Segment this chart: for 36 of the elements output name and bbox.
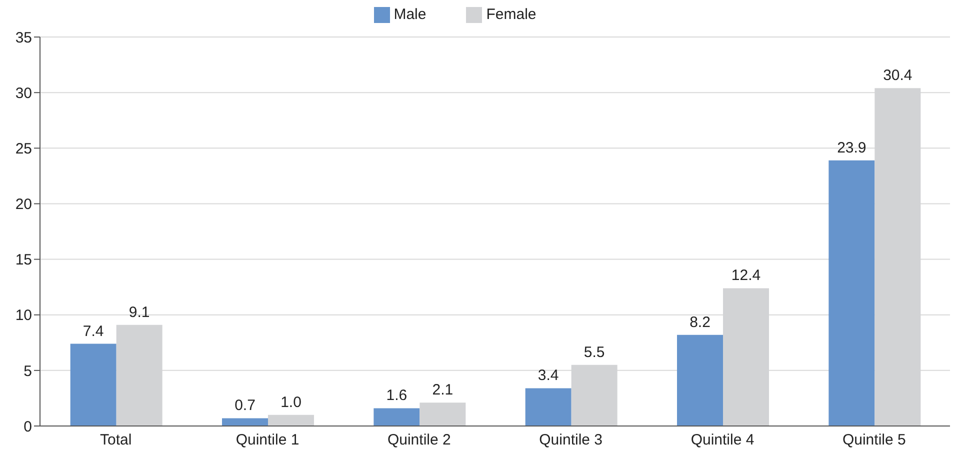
data-label: 9.1 [128, 304, 150, 321]
x-tick-label: Quintile 3 [539, 432, 603, 449]
data-label: 7.4 [82, 322, 104, 340]
data-label: 2.1 [432, 382, 454, 399]
y-tick-label: 30 [15, 84, 32, 102]
y-tick-label: 0 [24, 418, 32, 436]
data-label: 23.9 [837, 139, 866, 156]
data-label: 12.4 [731, 267, 761, 284]
x-tick-label: Quintile 1 [236, 432, 300, 449]
bar [677, 334, 723, 426]
bar [70, 344, 116, 426]
y-tick-label: 10 [15, 307, 32, 324]
x-tick-label: Quintile 5 [842, 432, 906, 449]
x-tick-label: Total [100, 432, 132, 449]
bar [222, 418, 268, 426]
bar [828, 160, 875, 426]
legend-label: Male [394, 6, 426, 23]
data-label: 3.4 [538, 367, 559, 384]
y-tick-label: 5 [24, 362, 32, 380]
bar [268, 414, 314, 426]
legend-label: Female [486, 6, 536, 23]
data-label: 1.0 [280, 394, 302, 411]
x-tick-label: Quintile 4 [690, 432, 754, 449]
bar [525, 388, 572, 426]
x-tick-label: Quintile 2 [387, 432, 451, 449]
data-label: 0.7 [234, 397, 256, 414]
y-tick-label: 25 [15, 140, 32, 158]
y-tick-label: 20 [15, 196, 32, 214]
bar [374, 408, 420, 426]
data-label: 8.2 [690, 314, 710, 331]
data-label: 1.6 [386, 387, 408, 404]
bar [420, 402, 466, 426]
y-tick-label: 35 [15, 29, 32, 46]
data-label: 5.5 [584, 344, 605, 361]
data-label: 30.4 [883, 67, 912, 84]
y-tick-label: 15 [15, 252, 32, 269]
